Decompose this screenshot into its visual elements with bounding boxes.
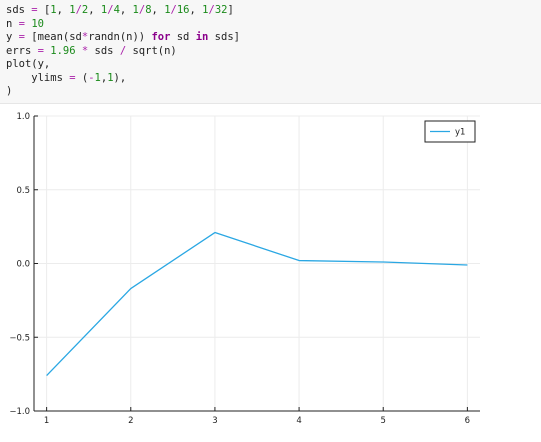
code-token: 1 <box>50 4 57 16</box>
code-token: / <box>138 4 146 16</box>
code-token: randn(n)) <box>88 31 152 43</box>
code-token: 1 <box>202 4 209 16</box>
code-token: sds] <box>208 31 240 43</box>
x-tick-label: 2 <box>128 416 133 426</box>
y-tick-label: −1.0 <box>9 407 30 417</box>
code-token: , <box>189 4 203 16</box>
code-cell[interactable]: sds = [1, 1/2, 1/4, 1/8, 1/16, 1/32] n = … <box>0 0 541 104</box>
code-token: , <box>119 4 133 16</box>
code-token: in <box>195 31 209 43</box>
code-token: , <box>100 71 108 84</box>
x-tick-label: 6 <box>465 416 470 426</box>
code-token: for <box>151 31 171 43</box>
y-tick-label: 0.0 <box>16 260 30 270</box>
code-token: sds <box>88 44 120 57</box>
code-token: sqrt(n) <box>126 44 177 57</box>
code-line: ) <box>6 85 535 99</box>
code-token: ( <box>75 71 89 84</box>
x-tick-label: 5 <box>381 416 386 426</box>
code-token: 1 <box>164 4 171 16</box>
code-line: plot(y, <box>6 58 535 72</box>
code-token: = <box>18 17 25 30</box>
code-token: , <box>56 4 70 16</box>
y-tick-label: 1.0 <box>16 112 30 122</box>
code-token: ] <box>227 4 234 16</box>
code-token: = <box>37 44 44 57</box>
code-token: 10 <box>31 17 44 30</box>
series-line-y1 <box>46 231 468 377</box>
code-token: 1 <box>132 4 139 16</box>
code-token: errs <box>6 44 38 57</box>
x-tick-label: 4 <box>296 416 301 426</box>
code-token: 8 <box>145 4 152 16</box>
code-token: / <box>170 4 177 16</box>
code-token: / <box>119 44 127 57</box>
series-lines <box>46 231 468 377</box>
code-token: 2 <box>81 4 89 16</box>
code-token: [mean(sd <box>24 31 82 43</box>
code-token: 1 <box>69 4 76 16</box>
code-token: 1 <box>100 4 108 16</box>
code-token: sd <box>170 31 196 43</box>
legend: y1 <box>424 120 476 143</box>
code-token: y <box>6 31 19 43</box>
code-token: 16 <box>176 4 190 16</box>
code-token: 1.96 <box>50 44 76 57</box>
code-token: , <box>151 4 165 16</box>
grid-lines <box>34 115 480 412</box>
code-token: = <box>18 31 25 43</box>
code-token: ylims <box>6 71 70 84</box>
y-axis-ticks: 1.0 0.5 0.0 −0.5 −1.0 <box>9 112 38 417</box>
code-token: / <box>107 4 114 16</box>
code-token: 1 <box>107 71 114 84</box>
code-token: 32 <box>214 4 228 16</box>
code-line: n = 10 <box>6 18 535 32</box>
legend-label: y1 <box>455 128 465 138</box>
code-token: / <box>75 4 82 16</box>
code-token: sds <box>6 4 32 16</box>
x-axis-ticks: 1 2 3 4 5 6 <box>44 407 470 426</box>
code-token: / <box>208 4 215 16</box>
code-line: errs = 1.96 * sds / sqrt(n) <box>6 45 535 59</box>
x-tick-label: 3 <box>212 416 217 426</box>
code-token: n <box>6 17 19 30</box>
y-tick-label: −0.5 <box>9 333 30 343</box>
code-token: 1 <box>94 71 101 84</box>
line-chart: 1 2 3 4 5 6 1.0 0.5 0.0 −0.5 −1.0 y1 <box>9 112 480 426</box>
plot-output: 1 2 3 4 5 6 1.0 0.5 0.0 −0.5 −1.0 y1 <box>0 104 541 438</box>
code-token: , <box>88 4 101 16</box>
code-token: = <box>69 71 76 84</box>
code-token: ) <box>6 85 13 97</box>
x-tick-label: 1 <box>44 416 49 426</box>
code-token: - <box>88 71 95 84</box>
code-token: * <box>81 44 89 57</box>
code-token: [ <box>37 4 51 16</box>
code-line: ylims = (-1,1), <box>6 72 535 86</box>
code-token: ), <box>113 71 127 84</box>
code-token: 4 <box>113 4 120 16</box>
y-tick-label: 0.5 <box>16 186 30 196</box>
code-line: y = [mean(sd*randn(n)) for sd in sds] <box>6 31 535 45</box>
code-line: sds = [1, 1/2, 1/4, 1/8, 1/16, 1/32] <box>6 4 535 18</box>
code-token: = <box>31 4 38 16</box>
code-token: * <box>81 31 89 43</box>
code-token: plot(y, <box>6 58 51 70</box>
